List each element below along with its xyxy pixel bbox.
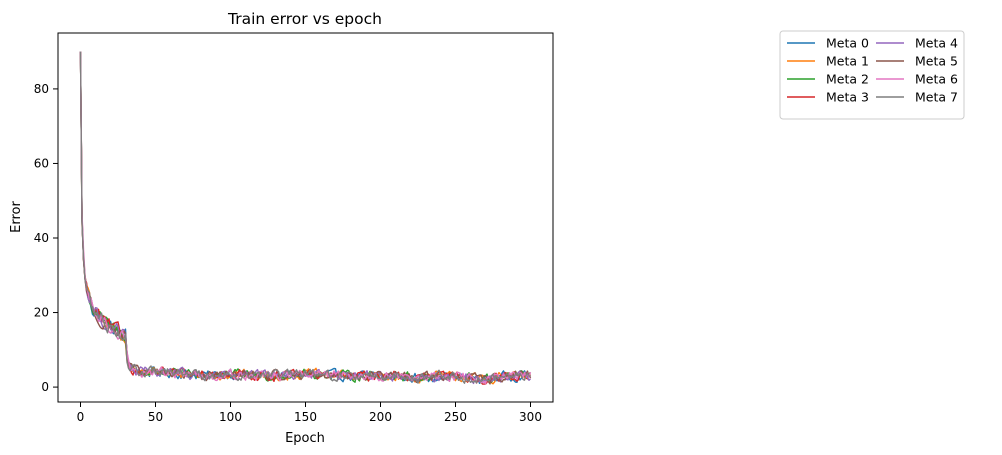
series-line-meta-7 — [79, 51, 532, 384]
legend-label: Meta 0 — [826, 36, 869, 51]
chart-title: Train error vs epoch — [227, 10, 382, 28]
x-tick-label: 0 — [77, 410, 85, 424]
axis-ticks: 0 50 100 150 200 250 300 0 20 40 60 80 — [34, 82, 542, 424]
legend-label: Meta 6 — [915, 72, 958, 87]
x-tick-label: 300 — [519, 410, 542, 424]
legend-label: Meta 7 — [915, 90, 958, 105]
legend-label: Meta 5 — [915, 54, 958, 69]
x-tick-label: 200 — [369, 410, 392, 424]
y-tick-label: 0 — [41, 380, 49, 394]
legend-label: Meta 4 — [915, 36, 958, 51]
series-lines — [79, 51, 532, 385]
series-line-meta-0 — [79, 51, 532, 384]
y-tick-label: 60 — [34, 156, 49, 170]
series-line-meta-5 — [79, 51, 532, 385]
series-line-meta-2 — [79, 51, 531, 384]
legend-label: Meta 2 — [826, 72, 869, 87]
x-tick-label: 50 — [148, 410, 163, 424]
x-axis-label: Epoch — [285, 431, 325, 446]
x-tick-label: 100 — [219, 410, 242, 424]
series-line-meta-3 — [79, 51, 532, 385]
y-tick-label: 20 — [34, 306, 49, 320]
x-tick-label: 150 — [294, 410, 317, 424]
plot-frame — [57, 32, 554, 403]
legend-box — [779, 30, 965, 120]
x-tick-label: 250 — [444, 410, 467, 424]
legend-label: Meta 1 — [826, 54, 869, 69]
series-line-meta-4 — [79, 51, 531, 385]
series-line-meta-6 — [79, 51, 532, 385]
y-tick-label: 40 — [34, 231, 49, 245]
legend: Meta 0 Meta 1 Meta 2 Meta 3 Meta 4 Meta 5 Meta… — [779, 30, 965, 120]
series-line-meta-1 — [79, 51, 531, 385]
y-tick-label: 80 — [34, 82, 49, 96]
legend-label: Meta 3 — [826, 90, 869, 105]
y-axis-label: Error — [9, 201, 24, 233]
